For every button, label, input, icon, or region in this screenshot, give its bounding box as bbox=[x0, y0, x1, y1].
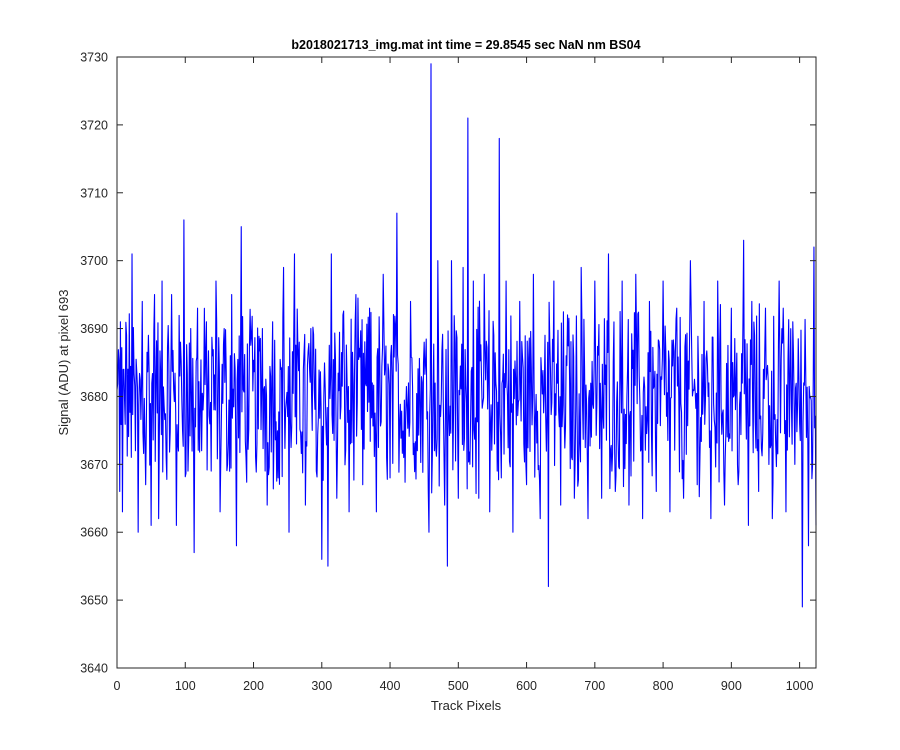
x-tick-label: 1000 bbox=[786, 679, 814, 693]
tick-layer: 0 100 200 300 400 500 600 700 800 900 1000 3640 3650… bbox=[80, 51, 816, 693]
x-tick-label: 0 bbox=[114, 679, 121, 693]
y-tick-label: 3670 bbox=[80, 458, 108, 472]
x-tick-label: 100 bbox=[175, 679, 196, 693]
y-tick-label: 3700 bbox=[80, 254, 108, 268]
plot-area bbox=[117, 57, 816, 668]
x-tick-label: 400 bbox=[380, 679, 401, 693]
y-tick-label: 3640 bbox=[80, 662, 108, 676]
x-tick-label: 900 bbox=[721, 679, 742, 693]
y-tick-label: 3710 bbox=[80, 186, 108, 200]
data-layer bbox=[116, 63, 817, 608]
y-tick-label: 3690 bbox=[80, 322, 108, 336]
chart-title: b2018021713_img.mat int time = 29.8545 s… bbox=[291, 38, 640, 52]
x-tick-label: 300 bbox=[311, 679, 332, 693]
x-tick-label: 800 bbox=[653, 679, 674, 693]
y-tick-label: 3680 bbox=[80, 390, 108, 404]
y-tick-label: 3660 bbox=[80, 526, 108, 540]
series-group bbox=[116, 63, 817, 608]
y-tick-label: 3650 bbox=[80, 594, 108, 608]
y-axis-label: Signal (ADU) at pixel 693 bbox=[56, 290, 71, 436]
x-tick-label: 700 bbox=[584, 679, 605, 693]
axes-box bbox=[116, 56, 817, 669]
x-tick-label: 600 bbox=[516, 679, 537, 693]
series-line bbox=[116, 63, 817, 608]
y-tick-label: 3720 bbox=[80, 118, 108, 132]
x-axis-label: Track Pixels bbox=[431, 698, 502, 713]
x-tick-label: 500 bbox=[448, 679, 469, 693]
y-tick-label: 3730 bbox=[80, 51, 108, 65]
x-tick-label: 200 bbox=[243, 679, 264, 693]
